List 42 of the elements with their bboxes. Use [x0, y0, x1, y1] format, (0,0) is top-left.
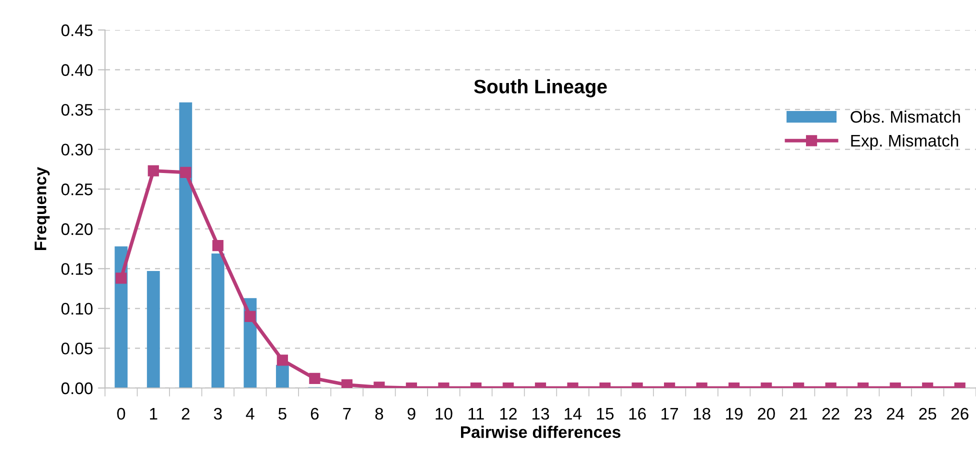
y-tick-label: 0.00: [61, 382, 93, 394]
x-tick-label: 23: [854, 408, 872, 420]
x-tick-label: 1: [150, 408, 158, 420]
y-tick-label: 0.35: [61, 104, 92, 116]
x-tick-label: 22: [822, 408, 840, 420]
y-tick-label: 0.15: [61, 263, 92, 275]
legend-label: Exp. Mismatch: [851, 134, 958, 150]
x-tick-label: 15: [597, 408, 614, 420]
y-tick-label: 0.05: [61, 342, 92, 354]
x-tick-label: 21: [790, 408, 808, 420]
x-tick-label: 3: [214, 408, 222, 420]
y-tick-label: 0.40: [61, 64, 93, 76]
x-tick-label: 26: [951, 408, 968, 420]
y-tick-label: 0.45: [61, 24, 92, 36]
x-tick-label: 9: [408, 408, 416, 420]
x-tick-label: 5: [278, 408, 286, 420]
x-tick-label: 10: [436, 408, 452, 420]
x-tick-label: 4: [246, 408, 254, 420]
x-tick-label: 13: [532, 408, 550, 420]
y-tick-label: 0.30: [61, 144, 93, 156]
x-tick-label: 11: [468, 408, 484, 420]
x-tick-label: 14: [564, 408, 582, 420]
y-tick-label: 0.25: [61, 184, 92, 196]
x-tick-label: 18: [694, 408, 710, 420]
x-tick-label: 16: [629, 408, 646, 420]
x-tick-label: 6: [310, 408, 319, 420]
y-tick-label: 0.20: [61, 223, 93, 236]
x-tick-label: 12: [500, 408, 517, 420]
x-tick-label: 24: [886, 408, 904, 420]
x-tick-label: 0: [117, 408, 126, 420]
x-tick-label: 2: [182, 408, 190, 420]
x-tick-label: 17: [662, 408, 678, 420]
x-tick-label: 20: [758, 408, 775, 420]
y-tick-label: 0.10: [61, 302, 93, 315]
x-tick-label: 7: [343, 408, 351, 420]
x-tick-label: 8: [375, 408, 384, 420]
y-axis-title: Frequency: [34, 166, 50, 250]
x-tick-label: 19: [726, 408, 743, 420]
legend-label: Obs. Mismatch: [850, 110, 960, 123]
x-axis-title: Pairwise differences: [461, 426, 620, 438]
x-tick-label: 25: [919, 408, 936, 420]
text: South Lineage: [474, 79, 607, 98]
